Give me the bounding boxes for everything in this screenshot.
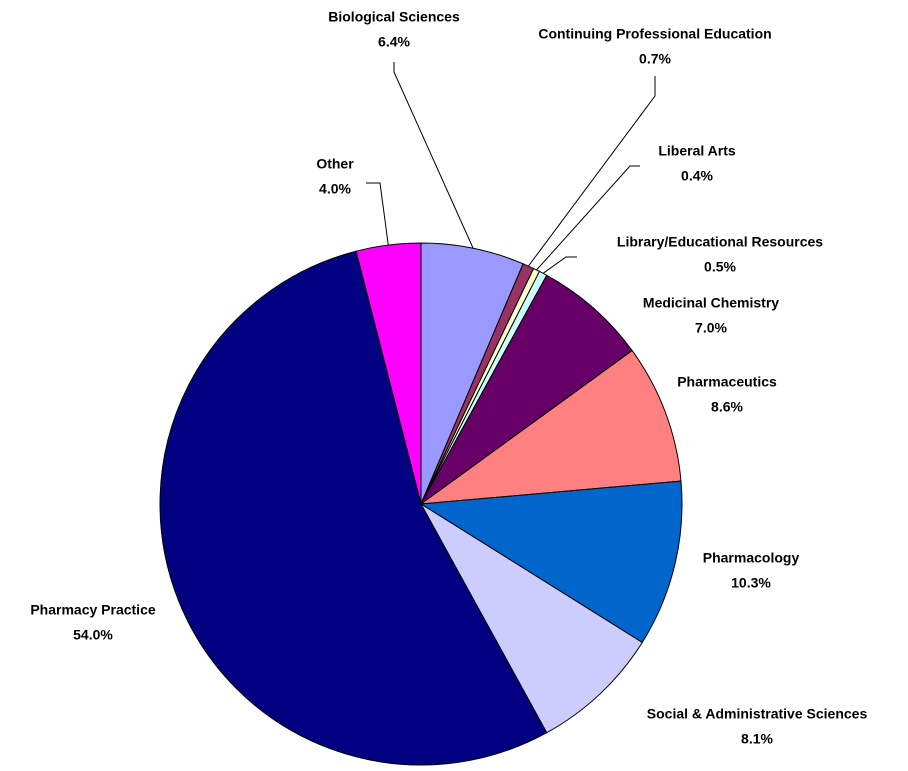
slice-label: Social & Administrative Sciences [647, 706, 868, 722]
slice-label: Other [316, 156, 354, 172]
slice-value-label: 8.1% [741, 731, 773, 747]
slice-value-label: 8.6% [711, 399, 743, 415]
slice-label: Continuing Professional Education [538, 26, 771, 42]
pie-slice [420, 274, 633, 505]
slice-value-label: 0.4% [681, 168, 713, 184]
slice-label: Pharmaceutics [677, 374, 777, 390]
slice-value-label: 54.0% [73, 627, 113, 643]
slice-value-label: 0.5% [704, 259, 736, 275]
leader-line [536, 165, 640, 271]
slice-value-label: 7.0% [695, 320, 727, 336]
leader-line [528, 76, 656, 267]
slice-label: Pharmacology [703, 550, 800, 566]
pie-slice [355, 242, 422, 505]
slice-label: Liberal Arts [658, 143, 735, 159]
slice-value-label: 0.7% [639, 51, 671, 67]
leader-line [393, 62, 474, 249]
leader-line [542, 256, 577, 274]
slice-label: Library/Educational Resources [617, 234, 823, 250]
slice-value-label: 4.0% [319, 181, 351, 197]
slice-label: Pharmacy Practice [30, 602, 156, 618]
pie-slice [419, 349, 682, 505]
leader-line [366, 182, 389, 246]
pie-slice [419, 480, 683, 644]
pie-slice [159, 250, 548, 766]
slice-label: Medicinal Chemistry [643, 295, 779, 311]
slice-value-label: 6.4% [378, 34, 410, 50]
slice-value-label: 10.3% [731, 575, 771, 591]
slice-label: Biological Sciences [328, 9, 460, 25]
pie-slice [419, 502, 643, 734]
